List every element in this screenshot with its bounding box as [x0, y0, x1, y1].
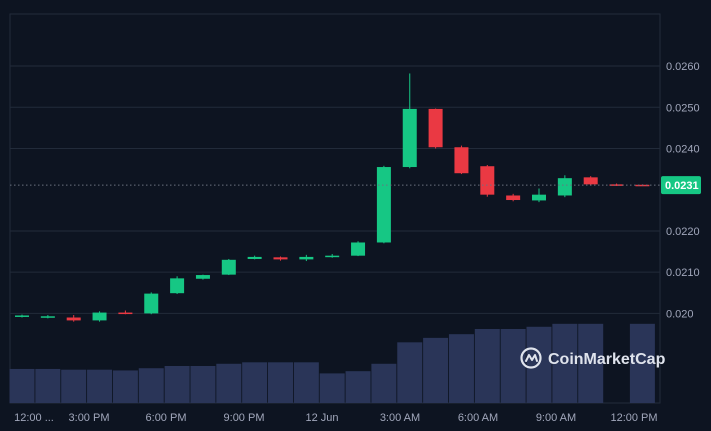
current-price-tag	[661, 176, 701, 195]
candle-body	[247, 256, 262, 259]
x-tick-label: 3:00 AM	[380, 412, 420, 424]
volume-bar	[397, 342, 423, 403]
candle-body	[454, 147, 469, 174]
watermark: CoinMarketCap	[520, 347, 666, 369]
y-axis-ticks: 0.0260 0.0250 0.0240 0.0220 0.0210 0.020	[666, 61, 700, 320]
candle	[325, 254, 340, 258]
candle	[351, 241, 366, 257]
candle-body	[118, 312, 133, 315]
candle	[170, 276, 185, 295]
candle-body	[609, 184, 624, 186]
volume-bar	[216, 363, 242, 403]
y-tick-label: 0.0220	[666, 226, 700, 238]
candle-body	[402, 108, 417, 168]
volume-bar	[138, 368, 164, 403]
x-tick-label: 9:00 AM	[536, 412, 576, 424]
volume-bar	[500, 329, 526, 403]
y-tick-label: 0.0240	[666, 143, 700, 155]
candle-body	[583, 177, 598, 185]
candle	[376, 165, 391, 244]
candle-body	[92, 312, 107, 321]
grid-lines	[10, 65, 660, 314]
volume-bar	[345, 371, 371, 403]
volume-bar	[242, 362, 268, 403]
candle	[609, 183, 624, 187]
candle-body	[195, 275, 210, 279]
candle-body	[66, 317, 81, 321]
candle-body	[428, 108, 443, 148]
x-tick-label: 9:00 PM	[224, 412, 265, 424]
volume-bars	[9, 323, 655, 403]
volume-bar	[371, 363, 397, 403]
x-tick-label: 12:00 ...	[14, 412, 54, 424]
candle-body	[480, 166, 495, 195]
candle	[557, 175, 572, 198]
volume-bar	[164, 366, 190, 403]
candle	[454, 145, 469, 175]
volume-bar	[87, 369, 113, 403]
candle	[506, 193, 521, 202]
candle-body	[40, 316, 55, 318]
volume-bar	[319, 373, 345, 403]
x-axis-ticks: 12:00 ... 3:00 PM 6:00 PM 9:00 PM 12 Jun 3:00…	[14, 412, 657, 424]
candle	[247, 255, 262, 260]
candle-body	[273, 257, 288, 260]
x-tick-label: 6:00 AM	[458, 412, 498, 424]
x-tick-label: 6:00 PM	[146, 412, 187, 424]
candle-body	[506, 195, 521, 201]
candle	[92, 311, 107, 322]
candle	[66, 315, 81, 322]
candle	[118, 310, 133, 315]
candle-body	[299, 256, 314, 260]
current-price-line: 0.0231	[10, 176, 701, 195]
candle	[532, 188, 546, 203]
candle-body	[376, 167, 391, 243]
candle	[299, 254, 314, 262]
y-tick-label: 0.0250	[666, 102, 700, 114]
candle-body	[15, 315, 29, 317]
candle-body	[170, 278, 185, 294]
x-tick-label: 12:00 PM	[610, 412, 657, 424]
y-tick-label: 0.0210	[666, 267, 700, 279]
watermark-text: CoinMarketCap	[548, 351, 666, 368]
candle	[15, 314, 29, 318]
candle	[480, 164, 495, 197]
candle	[195, 274, 210, 280]
volume-bar	[112, 370, 138, 403]
y-tick-label: 0.0260	[666, 61, 700, 73]
candle	[273, 256, 288, 261]
volume-bar	[552, 323, 578, 403]
candle-body	[351, 242, 366, 256]
volume-bar	[578, 323, 604, 403]
volume-bar	[423, 337, 449, 403]
volume-bar	[629, 323, 655, 403]
candle-body	[221, 259, 236, 275]
volume-bar	[190, 366, 216, 403]
volume-bar	[474, 329, 500, 403]
candle	[583, 176, 598, 186]
volume-bar	[448, 334, 474, 403]
y-tick-label: 0.020	[666, 308, 694, 320]
candle	[40, 315, 55, 319]
volume-bar	[9, 368, 35, 403]
current-price-label: 0.0231	[665, 180, 699, 192]
candle-body	[532, 194, 546, 201]
candle	[221, 258, 236, 276]
candles	[15, 73, 650, 322]
candle-body	[325, 255, 340, 258]
candle	[144, 292, 159, 315]
candle-body	[557, 178, 572, 196]
candle	[428, 108, 443, 149]
x-tick-label: 12 Jun	[305, 412, 338, 424]
volume-bar	[268, 362, 293, 403]
coinmarketcap-logo-icon	[520, 347, 542, 369]
volume-bar	[61, 369, 87, 403]
volume-bar	[35, 368, 61, 403]
candle	[402, 73, 417, 169]
volume-bar	[293, 362, 319, 403]
candle-body	[144, 293, 159, 314]
x-tick-label: 3:00 PM	[69, 412, 110, 424]
